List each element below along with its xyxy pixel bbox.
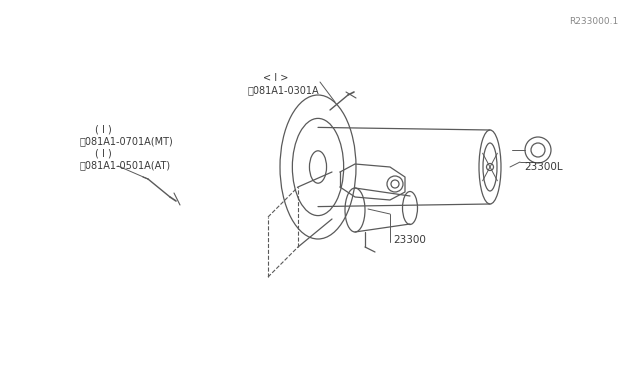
Text: Ⓑ081A1-0301A: Ⓑ081A1-0301A (248, 85, 319, 95)
Text: ( I ): ( I ) (95, 148, 112, 158)
Text: Ⓑ081A1-0701A(MT): Ⓑ081A1-0701A(MT) (80, 136, 173, 146)
Text: < I >: < I > (263, 73, 289, 83)
Text: 23300: 23300 (393, 235, 426, 245)
Text: R233000.1: R233000.1 (569, 17, 618, 26)
Text: ( I ): ( I ) (95, 124, 112, 134)
Text: Ⓑ081A1-0501A(AT): Ⓑ081A1-0501A(AT) (80, 160, 171, 170)
Text: 23300L: 23300L (524, 162, 563, 172)
